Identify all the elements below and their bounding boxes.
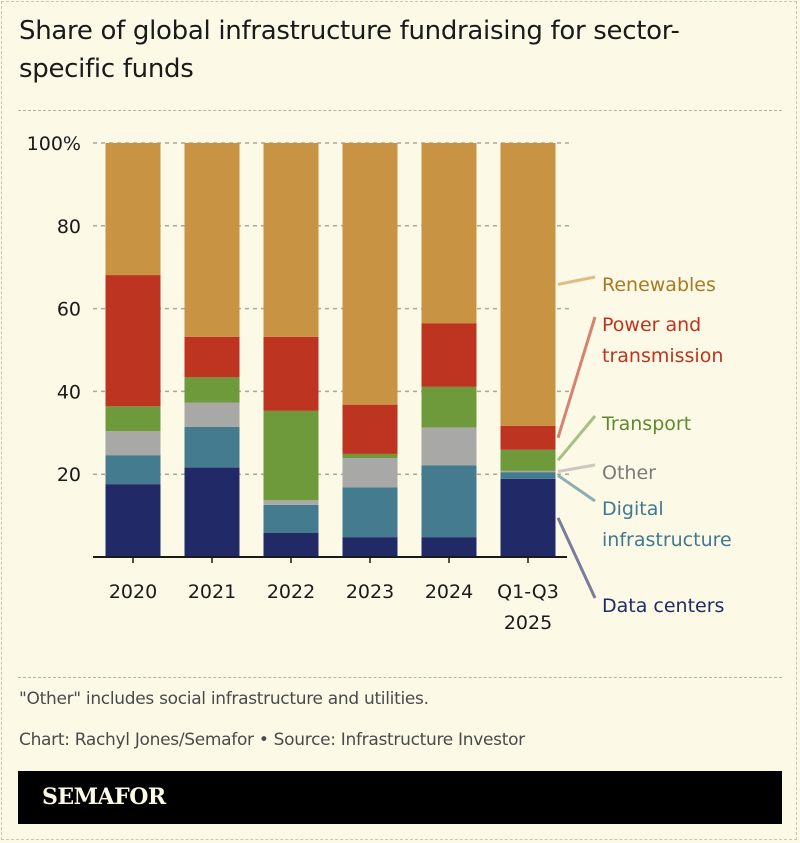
bar-segment-other — [421, 427, 477, 466]
semafor-logo: SEMAFOR — [42, 784, 166, 810]
leader-line — [556, 316, 597, 439]
bar-segment-data-centers — [342, 537, 398, 557]
series-label: Renewables — [602, 274, 716, 296]
bar-segment-transport — [263, 410, 319, 501]
y-tick-label: 20 — [57, 464, 81, 486]
credit: Chart: Rachyl Jones/Semafor • Source: In… — [19, 730, 525, 750]
bar-segment-data-centers — [500, 478, 556, 557]
bottom-divider — [18, 677, 782, 678]
x-tick-label: 2024 — [425, 581, 473, 603]
bar-segment-other — [105, 431, 161, 456]
y-tick-label: 80 — [57, 216, 81, 238]
bar-segment-digital-infrastructure — [421, 465, 477, 538]
bar-segment-power-and-transmission — [263, 336, 319, 411]
leader-line — [556, 517, 597, 599]
x-tick-label: Q1-Q3 — [497, 581, 559, 603]
brand-bar: SEMAFOR — [18, 771, 782, 824]
x-tick-label: 2025 — [504, 612, 552, 634]
bar-segment-power-and-transmission — [421, 323, 477, 387]
bar-segment-digital-infrastructure — [105, 455, 161, 485]
top-divider — [18, 110, 782, 111]
series-label: infrastructure — [602, 529, 732, 551]
bar-segment-transport — [500, 449, 556, 471]
x-tick-label: 2021 — [188, 581, 236, 603]
footnote: "Other" includes social infrastructure a… — [19, 689, 429, 709]
series-label: Digital — [602, 498, 664, 520]
bar-segment-data-centers — [263, 532, 319, 557]
bar-segment-renewables — [263, 143, 319, 337]
bar-segment-transport — [105, 406, 161, 432]
leader-line — [557, 463, 596, 473]
bar-segment-data-centers — [105, 484, 161, 557]
series-label: Data centers — [602, 595, 724, 617]
y-tick-label: 40 — [57, 381, 81, 403]
bar-segment-other — [342, 458, 398, 488]
x-tick-label: 2020 — [109, 581, 157, 603]
bar-segment-power-and-transmission — [342, 404, 398, 454]
bar-segment-other — [184, 402, 240, 428]
bar-segment-data-centers — [421, 537, 477, 557]
bar-segment-other — [263, 500, 319, 505]
leader-line — [557, 474, 596, 503]
bar-segment-power-and-transmission — [105, 275, 161, 407]
series-label: transmission — [602, 345, 723, 367]
bar-segment-digital-infrastructure — [500, 472, 556, 479]
bar-segment-digital-infrastructure — [342, 487, 398, 538]
bar-segment-data-centers — [184, 467, 240, 557]
bar-segment-renewables — [421, 143, 477, 324]
x-tick-label: 2022 — [267, 581, 315, 603]
chart-title: Share of global infrastructure fundraisi… — [19, 16, 680, 84]
bar-segment-power-and-transmission — [500, 425, 556, 450]
bar-segment-other — [500, 470, 556, 473]
y-tick-label: 60 — [57, 299, 81, 321]
bar-segment-power-and-transmission — [184, 336, 240, 378]
series-label: Power and — [602, 314, 701, 336]
y-tick-label: 100% — [27, 133, 81, 155]
bar-segment-renewables — [184, 143, 240, 337]
bar-segment-renewables — [105, 143, 161, 276]
bar-segment-digital-infrastructure — [263, 504, 319, 533]
bar-segment-transport — [421, 386, 477, 428]
leader-line — [557, 275, 596, 286]
leader-line — [556, 415, 597, 462]
x-tick-label: 2023 — [346, 581, 394, 603]
bar-segment-transport — [342, 453, 398, 459]
bar-segment-renewables — [342, 143, 398, 405]
series-label: Transport — [601, 413, 691, 435]
series-label: Other — [602, 462, 656, 484]
bar-segment-renewables — [500, 143, 556, 426]
bar-segment-digital-infrastructure — [184, 427, 240, 468]
bar-segment-transport — [184, 377, 240, 403]
